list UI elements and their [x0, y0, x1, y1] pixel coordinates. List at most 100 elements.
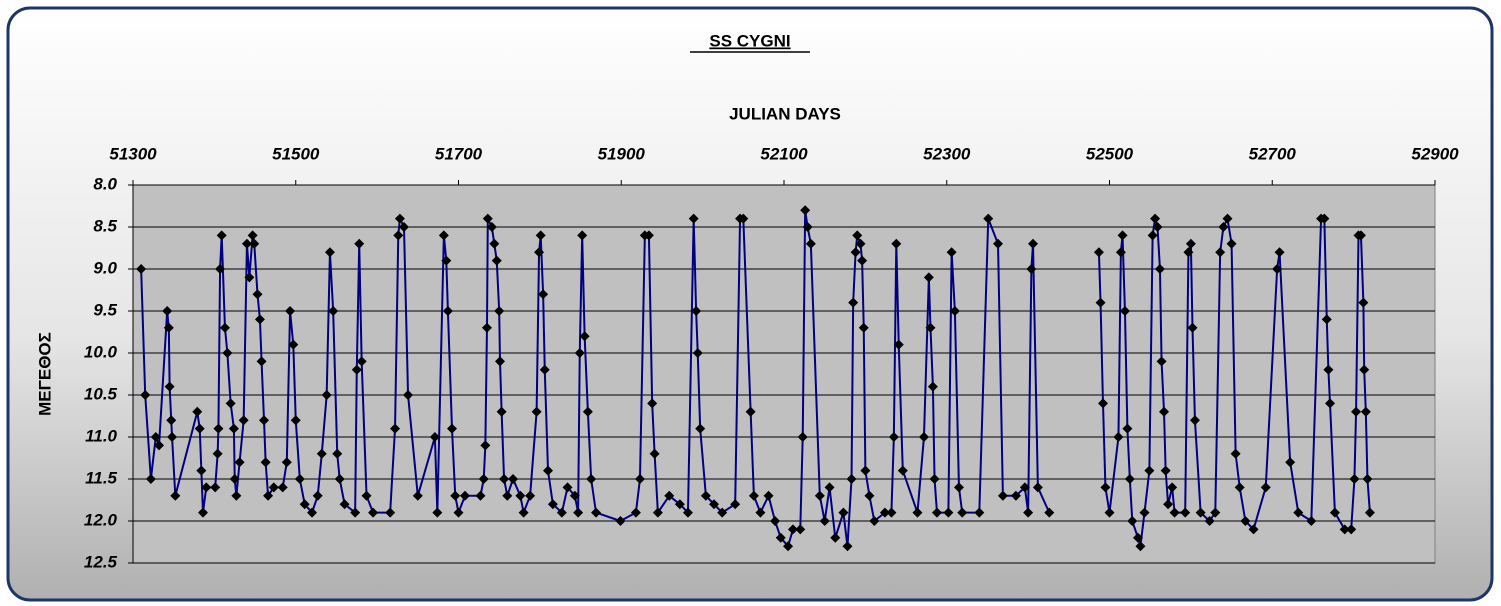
data-point	[556, 507, 567, 518]
data-point	[577, 230, 588, 241]
data-point	[534, 247, 545, 258]
data-point	[531, 406, 542, 417]
data-point	[957, 507, 968, 518]
data-point	[394, 213, 405, 224]
data-point	[1355, 230, 1366, 241]
data-point	[539, 364, 550, 375]
data-point	[1169, 507, 1180, 518]
data-point	[403, 390, 414, 400]
data-point	[748, 490, 759, 501]
data-point	[805, 238, 816, 249]
data-point	[700, 490, 711, 501]
x-tick-label: 52500	[1086, 144, 1134, 163]
data-point	[538, 289, 549, 300]
data-point	[923, 272, 934, 283]
data-point	[1306, 516, 1317, 526]
data-point	[925, 322, 936, 333]
data-point	[213, 423, 224, 434]
data-point	[197, 507, 208, 518]
data-point	[1210, 507, 1221, 518]
data-point	[858, 322, 869, 333]
data-point	[974, 507, 985, 518]
data-point	[496, 406, 507, 417]
data-point	[225, 398, 236, 409]
data-point	[1124, 474, 1135, 484]
data-point	[664, 490, 675, 501]
data-point	[630, 507, 641, 518]
data-point	[167, 432, 178, 442]
data-point	[393, 230, 404, 241]
data-point	[643, 230, 654, 241]
y-tick-label: 10.5	[84, 384, 118, 403]
data-point	[1230, 448, 1241, 459]
data-point	[770, 516, 781, 526]
data-point	[1115, 247, 1126, 258]
data-point	[212, 448, 223, 459]
data-point	[136, 264, 147, 274]
data-point	[1152, 222, 1163, 232]
data-point	[1122, 423, 1133, 434]
data-point	[259, 415, 270, 426]
data-point	[228, 423, 239, 434]
data-point	[860, 465, 871, 476]
data-point	[316, 448, 327, 459]
data-point	[997, 490, 1008, 501]
data-point	[943, 507, 954, 518]
y-tick-label: 12.5	[84, 552, 118, 571]
x-tick-label: 51300	[109, 144, 157, 163]
data-point	[164, 381, 175, 392]
data-point	[1187, 322, 1198, 333]
data-point	[482, 213, 493, 224]
data-point	[194, 423, 205, 434]
data-point	[515, 490, 526, 501]
data-point	[1329, 507, 1340, 518]
data-point	[140, 390, 151, 400]
data-point	[1359, 364, 1370, 375]
data-point	[993, 238, 1004, 249]
data-point	[219, 322, 230, 333]
data-point	[460, 490, 471, 501]
data-point	[249, 238, 260, 249]
x-tick-label: 52900	[1411, 144, 1459, 163]
data-point	[1351, 406, 1362, 417]
data-point	[838, 507, 849, 518]
data-point	[1093, 247, 1104, 258]
y-axis-title: ΜΕΓΕΘΟΣ	[35, 332, 54, 416]
data-point	[897, 465, 908, 476]
data-point	[1019, 482, 1030, 493]
y-tick-label: 8.5	[93, 216, 117, 235]
data-point	[647, 398, 658, 409]
data-point	[162, 306, 173, 316]
data-point	[931, 507, 942, 518]
data-point	[946, 247, 957, 258]
data-point	[1135, 541, 1146, 552]
data-point	[145, 474, 156, 484]
data-point	[674, 499, 685, 510]
data-point	[518, 507, 529, 518]
x-axis-title: JULIAN DAYS	[729, 104, 841, 123]
data-point	[1010, 490, 1021, 501]
data-point	[1095, 297, 1106, 308]
data-point	[579, 331, 590, 342]
x-tick-label: 52700	[1249, 144, 1297, 163]
data-point	[247, 230, 258, 241]
y-tick-label: 11.5	[85, 468, 117, 487]
data-point	[354, 238, 365, 249]
data-point	[163, 322, 174, 333]
data-point	[802, 222, 813, 232]
data-point	[390, 423, 401, 434]
data-point	[574, 348, 585, 358]
data-point	[525, 490, 536, 501]
data-point	[1163, 499, 1174, 510]
data-point	[1032, 482, 1043, 493]
data-point	[486, 222, 497, 232]
data-point	[495, 356, 506, 367]
y-tick-label: 9.0	[93, 258, 117, 277]
data-point	[745, 406, 756, 417]
data-point	[307, 507, 318, 518]
data-point	[1234, 482, 1245, 493]
data-point	[368, 507, 379, 518]
data-point	[294, 474, 305, 484]
data-point	[730, 499, 741, 510]
